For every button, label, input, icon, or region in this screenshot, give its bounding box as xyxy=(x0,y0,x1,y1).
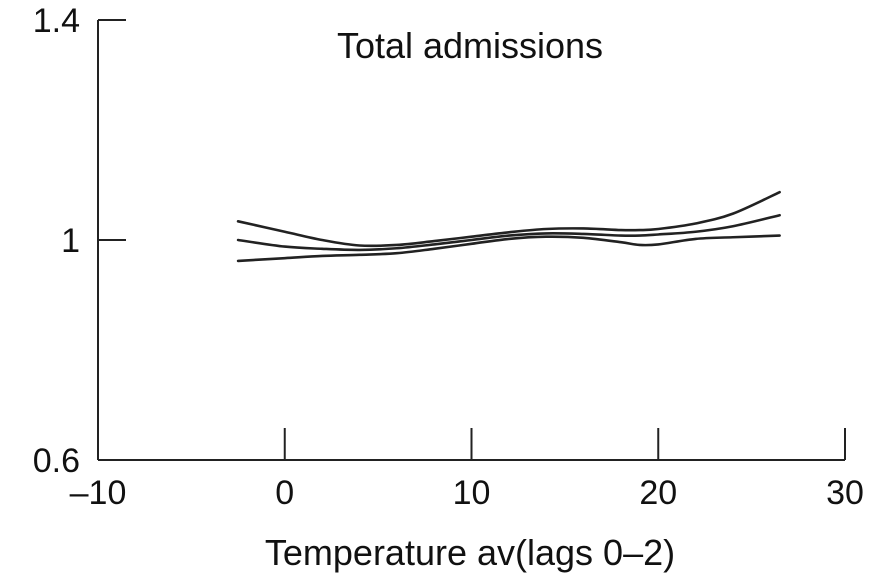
series-line-middle xyxy=(236,213,781,252)
x-tick-label: 10 xyxy=(453,474,491,512)
series-line-upper xyxy=(236,190,781,248)
x-tick-label: –10 xyxy=(70,474,127,512)
series-lines xyxy=(236,190,781,263)
x-tick-label: 30 xyxy=(826,474,864,512)
x-tick-label: 20 xyxy=(639,474,677,512)
y-tick-label: 0.6 xyxy=(33,442,80,480)
series-line-lower xyxy=(236,234,781,263)
x-tick-label: 0 xyxy=(275,474,294,512)
y-tick-label: 1.4 xyxy=(33,2,80,40)
chart-title: Total admissions xyxy=(337,25,603,66)
y-tick-label: 1 xyxy=(61,222,80,260)
ticks: 0.6 1 1.4 –10 0 10 20 30 xyxy=(33,2,864,512)
x-axis-label: Temperature av(lags 0–2) xyxy=(265,532,675,573)
